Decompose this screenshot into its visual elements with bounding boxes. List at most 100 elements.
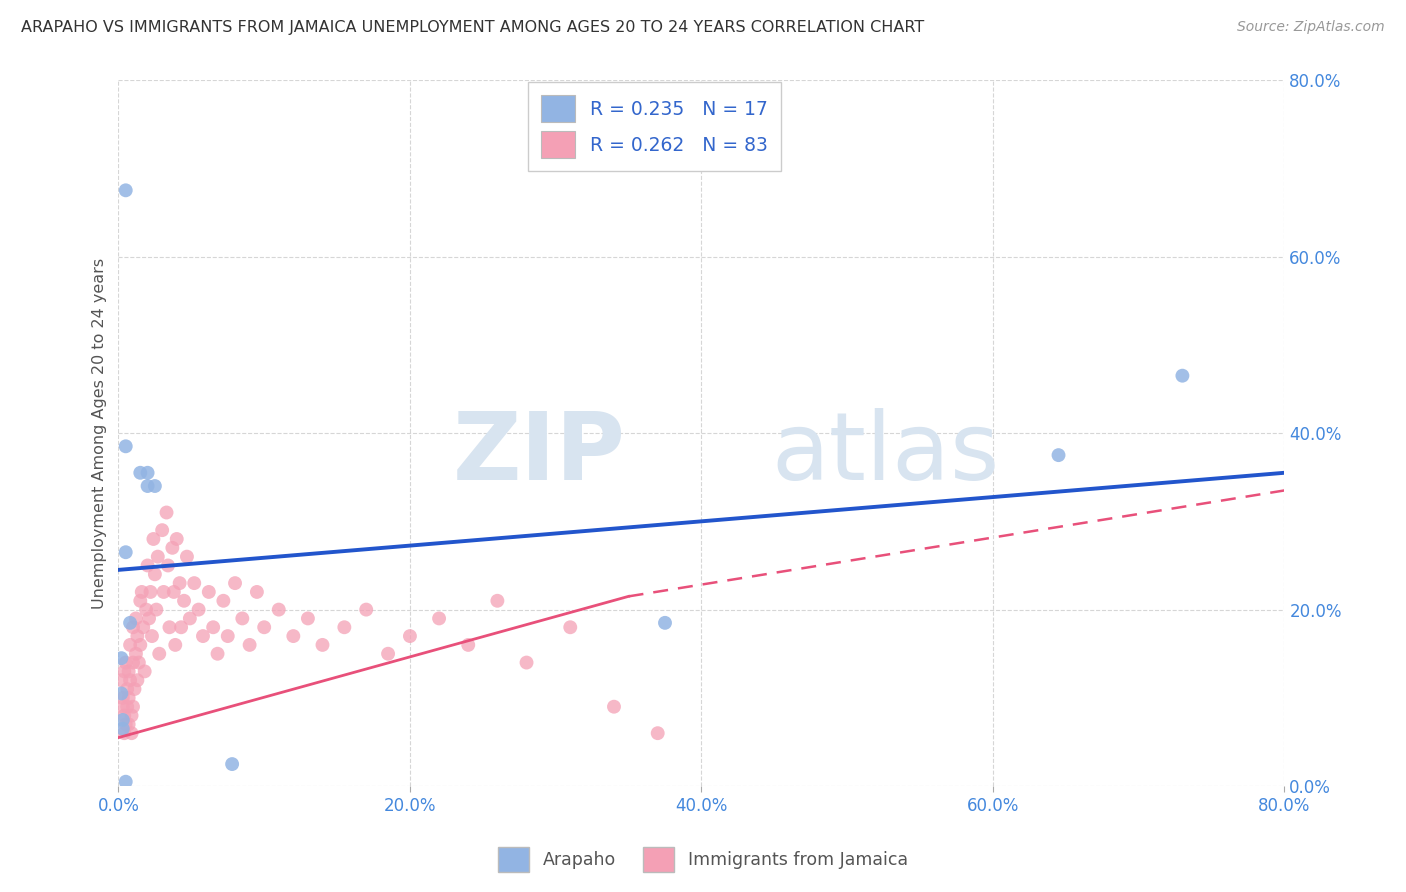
Point bbox=[132, 620, 155, 634]
Point bbox=[166, 532, 188, 546]
Point bbox=[253, 620, 276, 634]
Point bbox=[354, 602, 377, 616]
Point bbox=[127, 629, 149, 643]
Point bbox=[311, 638, 333, 652]
Point bbox=[110, 673, 132, 688]
Legend: Arapaho, Immigrants from Jamaica: Arapaho, Immigrants from Jamaica bbox=[491, 840, 915, 879]
Point bbox=[399, 629, 422, 643]
Point bbox=[231, 611, 253, 625]
Point bbox=[176, 549, 198, 564]
Point bbox=[115, 699, 138, 714]
Point bbox=[122, 656, 145, 670]
Point bbox=[148, 647, 170, 661]
Point bbox=[427, 611, 450, 625]
Point bbox=[127, 673, 149, 688]
Point bbox=[114, 656, 136, 670]
Point bbox=[125, 611, 148, 625]
Point bbox=[110, 651, 132, 665]
Point bbox=[246, 585, 269, 599]
Point bbox=[136, 558, 159, 573]
Point bbox=[114, 439, 136, 453]
Point bbox=[267, 602, 290, 616]
Point bbox=[121, 726, 143, 740]
Point bbox=[170, 620, 193, 634]
Point bbox=[136, 479, 159, 493]
Point bbox=[169, 576, 191, 591]
Point bbox=[122, 620, 145, 634]
Point bbox=[163, 585, 186, 599]
Text: ARAPAHO VS IMMIGRANTS FROM JAMAICA UNEMPLOYMENT AMONG AGES 20 TO 24 YEARS CORREL: ARAPAHO VS IMMIGRANTS FROM JAMAICA UNEMP… bbox=[21, 20, 924, 35]
Point bbox=[131, 585, 153, 599]
Point bbox=[111, 699, 134, 714]
Point bbox=[146, 549, 169, 564]
Point bbox=[114, 717, 136, 731]
Point bbox=[110, 686, 132, 700]
Point bbox=[129, 638, 152, 652]
Legend: R = 0.235   N = 17, R = 0.262   N = 83: R = 0.235 N = 17, R = 0.262 N = 83 bbox=[529, 82, 782, 171]
Point bbox=[162, 541, 184, 555]
Point bbox=[125, 647, 148, 661]
Text: ZIP: ZIP bbox=[453, 409, 626, 500]
Point bbox=[122, 699, 145, 714]
Point bbox=[560, 620, 582, 634]
Point bbox=[117, 717, 139, 731]
Point bbox=[207, 647, 229, 661]
Point bbox=[217, 629, 239, 643]
Point bbox=[128, 656, 150, 670]
Point bbox=[120, 615, 142, 630]
Point bbox=[457, 638, 479, 652]
Point bbox=[156, 558, 179, 573]
Point bbox=[129, 466, 152, 480]
Point bbox=[120, 673, 142, 688]
Point bbox=[138, 611, 160, 625]
Point bbox=[165, 638, 187, 652]
Point bbox=[117, 665, 139, 679]
Point bbox=[124, 681, 146, 696]
Point bbox=[134, 665, 156, 679]
Point bbox=[191, 629, 214, 643]
Point bbox=[114, 774, 136, 789]
Point bbox=[112, 665, 135, 679]
Text: Source: ZipAtlas.com: Source: ZipAtlas.com bbox=[1237, 20, 1385, 34]
Point bbox=[121, 708, 143, 723]
Point bbox=[139, 585, 162, 599]
Point bbox=[136, 466, 159, 480]
Point bbox=[111, 690, 134, 705]
Point bbox=[114, 183, 136, 197]
Point bbox=[647, 726, 669, 740]
Point bbox=[114, 545, 136, 559]
Point bbox=[654, 615, 676, 630]
Point bbox=[212, 594, 235, 608]
Point bbox=[135, 602, 157, 616]
Point bbox=[145, 602, 167, 616]
Point bbox=[224, 576, 246, 591]
Point bbox=[173, 594, 195, 608]
Point bbox=[142, 532, 165, 546]
Point bbox=[112, 726, 135, 740]
Point bbox=[202, 620, 225, 634]
Text: atlas: atlas bbox=[772, 409, 1000, 500]
Point bbox=[141, 629, 163, 643]
Point bbox=[111, 722, 134, 736]
Point bbox=[120, 638, 142, 652]
Point bbox=[155, 506, 177, 520]
Point bbox=[603, 699, 626, 714]
Point bbox=[183, 576, 205, 591]
Point bbox=[115, 681, 138, 696]
Point bbox=[283, 629, 305, 643]
Point bbox=[1171, 368, 1194, 383]
Point bbox=[111, 713, 134, 727]
Point bbox=[486, 594, 509, 608]
Point bbox=[515, 656, 537, 670]
Point bbox=[129, 594, 152, 608]
Point bbox=[179, 611, 201, 625]
Point bbox=[187, 602, 209, 616]
Point bbox=[198, 585, 221, 599]
Point bbox=[150, 523, 173, 537]
Point bbox=[377, 647, 399, 661]
Point bbox=[221, 757, 243, 772]
Point bbox=[117, 690, 139, 705]
Y-axis label: Unemployment Among Ages 20 to 24 years: Unemployment Among Ages 20 to 24 years bbox=[93, 258, 107, 608]
Point bbox=[159, 620, 181, 634]
Point bbox=[297, 611, 319, 625]
